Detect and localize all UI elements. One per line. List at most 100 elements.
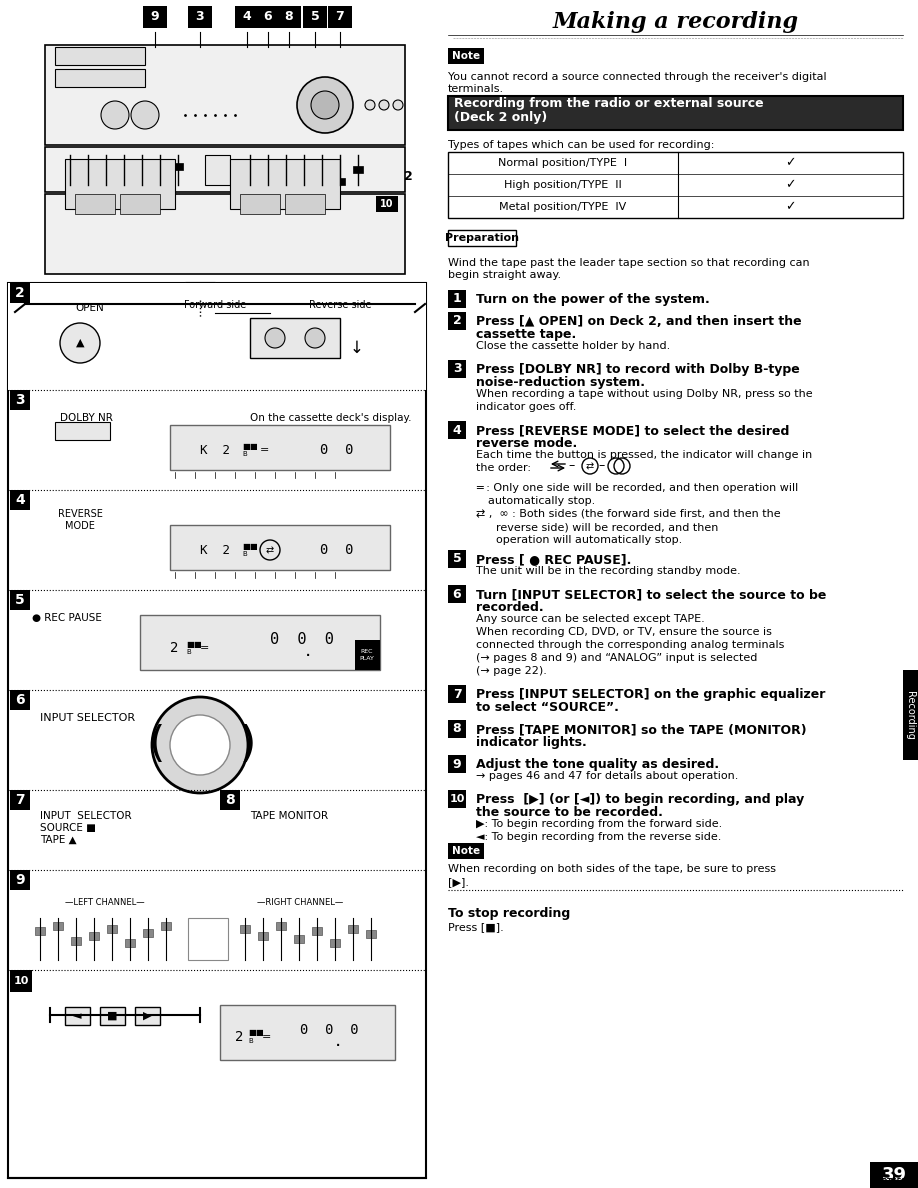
- Text: 0  0  0: 0 0 0: [300, 1023, 359, 1037]
- Circle shape: [60, 323, 100, 364]
- Text: =: =: [260, 446, 269, 455]
- Text: reverse mode.: reverse mode.: [476, 437, 577, 450]
- Text: Any source can be selected except TAPE.: Any source can be selected except TAPE.: [476, 614, 705, 624]
- Text: B: B: [248, 1038, 252, 1044]
- Text: Turn [INPUT SELECTOR] to select the source to be: Turn [INPUT SELECTOR] to select the sour…: [476, 588, 826, 601]
- Text: ▶: ▶: [143, 1011, 151, 1020]
- Text: 2: 2: [404, 171, 412, 183]
- Text: B: B: [186, 649, 191, 655]
- Text: terminals.: terminals.: [448, 84, 504, 94]
- Text: You cannot record a source connected through the receiver's digital: You cannot record a source connected thr…: [448, 72, 826, 82]
- Bar: [303, 6, 327, 29]
- Text: Forward side: Forward side: [184, 301, 246, 310]
- Text: 4: 4: [15, 493, 25, 507]
- Text: INPUT  SELECTOR: INPUT SELECTOR: [40, 811, 131, 821]
- Bar: [35, 927, 45, 935]
- Text: When recording a tape without using Dolby NR, press so the: When recording a tape without using Dolb…: [476, 388, 812, 399]
- Text: –: –: [599, 460, 605, 473]
- Bar: [83, 170, 93, 177]
- Text: 0  0: 0 0: [320, 443, 353, 457]
- Bar: [250, 318, 340, 358]
- Text: ■■: ■■: [186, 639, 202, 649]
- Circle shape: [265, 328, 285, 348]
- Bar: [173, 163, 183, 170]
- Text: B: B: [242, 451, 247, 457]
- Text: Recording: Recording: [905, 690, 915, 739]
- Text: operation will automatically stop.: operation will automatically stop.: [496, 535, 682, 545]
- Bar: [45, 45, 405, 145]
- Bar: [317, 172, 327, 179]
- Bar: [205, 154, 230, 185]
- Text: 6: 6: [263, 11, 273, 24]
- Bar: [448, 756, 466, 773]
- Circle shape: [305, 328, 325, 348]
- Text: On the cassette deck's display.: On the cassette deck's display.: [250, 413, 411, 423]
- Bar: [100, 1007, 125, 1025]
- Text: Press [▲ OPEN] on Deck 2, and then insert the: Press [▲ OPEN] on Deck 2, and then inser…: [476, 315, 801, 328]
- Text: Press [ ● REC PAUSE].: Press [ ● REC PAUSE].: [476, 552, 632, 565]
- Bar: [10, 390, 30, 410]
- Text: —LEFT CHANNEL—: —LEFT CHANNEL—: [65, 898, 145, 906]
- Text: 3: 3: [16, 393, 25, 407]
- Text: recorded.: recorded.: [476, 601, 543, 614]
- Text: Note: Note: [452, 846, 480, 857]
- Text: Press [TAPE MONITOR] so the TAPE (MONITOR): Press [TAPE MONITOR] so the TAPE (MONITO…: [476, 723, 807, 737]
- Bar: [53, 922, 63, 930]
- Text: TAPE ▲: TAPE ▲: [40, 835, 76, 845]
- Bar: [45, 147, 405, 192]
- Circle shape: [379, 100, 389, 110]
- Text: 5: 5: [310, 11, 319, 24]
- Bar: [143, 6, 167, 29]
- Text: Turn on the power of the system.: Turn on the power of the system.: [476, 293, 710, 307]
- Text: (→ pages 8 and 9) and “ANALOG” input is selected: (→ pages 8 and 9) and “ANALOG” input is …: [476, 653, 757, 663]
- Bar: [10, 969, 32, 992]
- Circle shape: [101, 101, 129, 129]
- Bar: [235, 6, 259, 29]
- Bar: [71, 937, 81, 944]
- Bar: [220, 1005, 395, 1060]
- Bar: [143, 929, 153, 937]
- Text: ⇄: ⇄: [266, 545, 274, 555]
- Text: Reverse side: Reverse side: [308, 301, 371, 310]
- Bar: [870, 1162, 918, 1188]
- Bar: [335, 178, 345, 185]
- Bar: [55, 48, 145, 65]
- Text: ↓: ↓: [350, 339, 364, 358]
- Circle shape: [311, 91, 339, 119]
- Bar: [8, 283, 426, 1178]
- Text: –: –: [569, 460, 575, 473]
- Bar: [107, 925, 117, 933]
- Bar: [137, 170, 147, 177]
- Text: Normal position/TYPE  I: Normal position/TYPE I: [498, 158, 628, 168]
- Text: K  2: K 2: [200, 543, 230, 556]
- Text: =: =: [200, 643, 209, 653]
- Text: 39: 39: [881, 1165, 906, 1184]
- Text: ■■: ■■: [248, 1029, 263, 1037]
- Bar: [328, 6, 352, 29]
- Bar: [448, 312, 466, 330]
- Bar: [220, 790, 240, 810]
- Text: Press [REVERSE MODE] to select the desired: Press [REVERSE MODE] to select the desir…: [476, 424, 789, 437]
- Text: ■■: ■■: [242, 542, 258, 550]
- Bar: [366, 930, 376, 939]
- Text: RQT5536: RQT5536: [877, 1178, 912, 1188]
- Circle shape: [152, 697, 248, 794]
- Circle shape: [393, 100, 403, 110]
- Text: When recording on both sides of the tape, be sure to press: When recording on both sides of the tape…: [448, 864, 776, 874]
- Bar: [348, 925, 358, 933]
- Bar: [448, 685, 466, 703]
- Text: ■■: ■■: [242, 442, 258, 450]
- Bar: [353, 166, 363, 173]
- Bar: [10, 283, 30, 303]
- Text: automatically stop.: automatically stop.: [488, 497, 595, 506]
- Text: =: =: [262, 1032, 272, 1042]
- Text: K  2: K 2: [200, 443, 230, 456]
- Bar: [448, 360, 466, 378]
- Bar: [65, 163, 75, 170]
- Text: 7: 7: [16, 794, 25, 807]
- Text: Preparation: Preparation: [445, 233, 519, 244]
- Bar: [258, 933, 268, 940]
- Bar: [312, 927, 322, 935]
- Bar: [448, 790, 466, 808]
- Text: To stop recording: To stop recording: [448, 906, 570, 920]
